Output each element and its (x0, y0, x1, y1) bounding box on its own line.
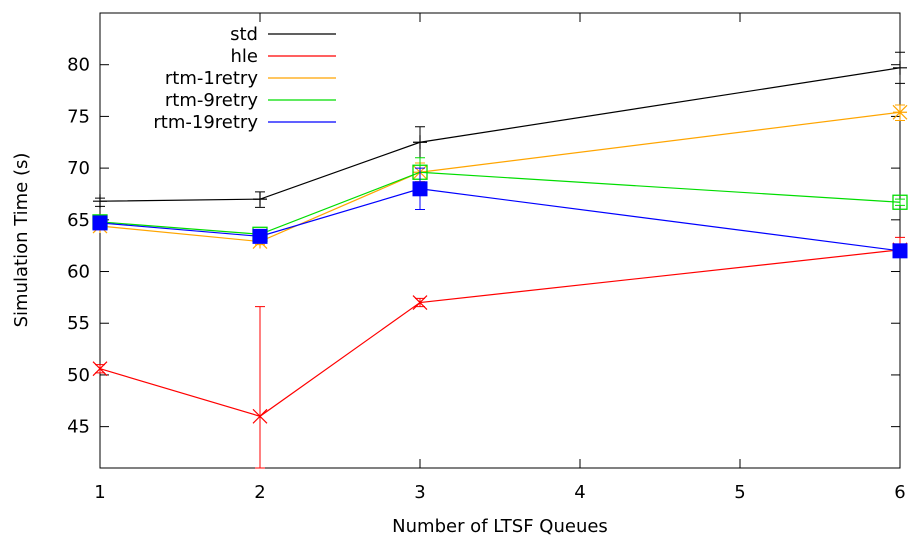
filled-square-marker (92, 215, 108, 231)
cross-marker (412, 295, 428, 310)
series-line (99, 188, 901, 252)
series-std (93, 51, 907, 209)
x-tick-label: 5 (734, 482, 745, 503)
x-tick-label: 1 (94, 482, 105, 503)
y-tick-label: 80 (67, 55, 90, 76)
y-tick-label: 70 (67, 158, 90, 179)
series-hle (92, 236, 908, 469)
filled-square-marker (412, 181, 428, 197)
star-marker (892, 104, 908, 120)
x-axis-label: Number of LTSF Queues (392, 516, 608, 537)
y-tick-label: 75 (67, 106, 90, 127)
x-tick-label: 3 (414, 482, 425, 503)
plus-marker (253, 192, 267, 207)
legend-label: rtm-9retry (165, 90, 258, 111)
plus-marker (893, 60, 907, 75)
x-tick-label: 4 (574, 482, 585, 503)
y-tick-label: 50 (67, 365, 90, 386)
y-axis-label: Simulation Time (s) (11, 153, 32, 328)
x-tick-label: 6 (894, 482, 905, 503)
plus-marker (413, 135, 427, 150)
filled-square-marker (892, 243, 908, 259)
y-tick-label: 60 (67, 262, 90, 283)
error-bar (895, 198, 905, 206)
error-bar (255, 306, 265, 469)
x-tick-label: 2 (254, 482, 265, 503)
series-line (99, 171, 901, 235)
cross-marker (92, 361, 108, 377)
legend-label: rtm-19retry (153, 112, 258, 133)
y-tick-label: 55 (67, 313, 90, 334)
legend-label: hle (231, 46, 258, 67)
series-layer (92, 51, 908, 469)
filled-square-marker (252, 228, 268, 244)
legend-label: rtm-1retry (165, 68, 258, 89)
legend-label: std (230, 24, 258, 45)
series-line (99, 67, 901, 202)
series-rtm-19retry (92, 167, 908, 259)
plus-marker (93, 194, 107, 209)
series-line (99, 249, 901, 417)
cross-marker (252, 408, 268, 424)
series-line (99, 111, 901, 243)
y-tick-label: 65 (67, 210, 90, 231)
open-square-marker (892, 194, 908, 210)
y-tick-label: 45 (67, 417, 90, 438)
